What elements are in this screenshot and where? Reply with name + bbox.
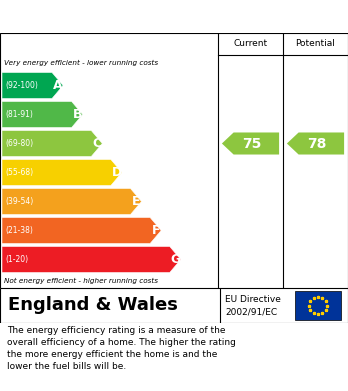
Text: F: F	[152, 224, 160, 237]
Polygon shape	[2, 188, 142, 215]
Text: E: E	[132, 195, 141, 208]
Text: The energy efficiency rating is a measure of the
overall efficiency of a home. T: The energy efficiency rating is a measur…	[7, 326, 236, 371]
Text: Current: Current	[234, 39, 268, 48]
Text: 2002/91/EC: 2002/91/EC	[225, 307, 277, 316]
Text: (69-80): (69-80)	[5, 139, 33, 148]
Text: B: B	[73, 108, 82, 121]
Polygon shape	[287, 133, 344, 154]
Text: (1-20): (1-20)	[5, 255, 28, 264]
Text: Not energy efficient - higher running costs: Not energy efficient - higher running co…	[4, 278, 158, 284]
Text: (21-38): (21-38)	[5, 226, 33, 235]
Text: 75: 75	[243, 136, 262, 151]
Polygon shape	[222, 133, 279, 154]
Text: C: C	[93, 137, 102, 150]
Polygon shape	[2, 217, 161, 244]
Text: (81-91): (81-91)	[5, 110, 33, 119]
Text: (92-100): (92-100)	[5, 81, 38, 90]
Polygon shape	[2, 131, 102, 156]
Text: EU Directive: EU Directive	[225, 296, 281, 305]
Text: (39-54): (39-54)	[5, 197, 33, 206]
Text: England & Wales: England & Wales	[8, 296, 178, 314]
Text: (55-68): (55-68)	[5, 168, 33, 177]
Polygon shape	[2, 72, 63, 99]
Polygon shape	[2, 102, 83, 127]
Text: D: D	[112, 166, 122, 179]
Bar	[295, 291, 341, 320]
Text: G: G	[171, 253, 181, 266]
Polygon shape	[2, 246, 181, 273]
Text: Potential: Potential	[295, 39, 335, 48]
Text: Very energy efficient - lower running costs: Very energy efficient - lower running co…	[4, 60, 158, 66]
Text: Energy Efficiency Rating: Energy Efficiency Rating	[9, 9, 230, 24]
Text: 78: 78	[308, 136, 327, 151]
Polygon shape	[2, 160, 122, 185]
Text: A: A	[53, 79, 63, 92]
